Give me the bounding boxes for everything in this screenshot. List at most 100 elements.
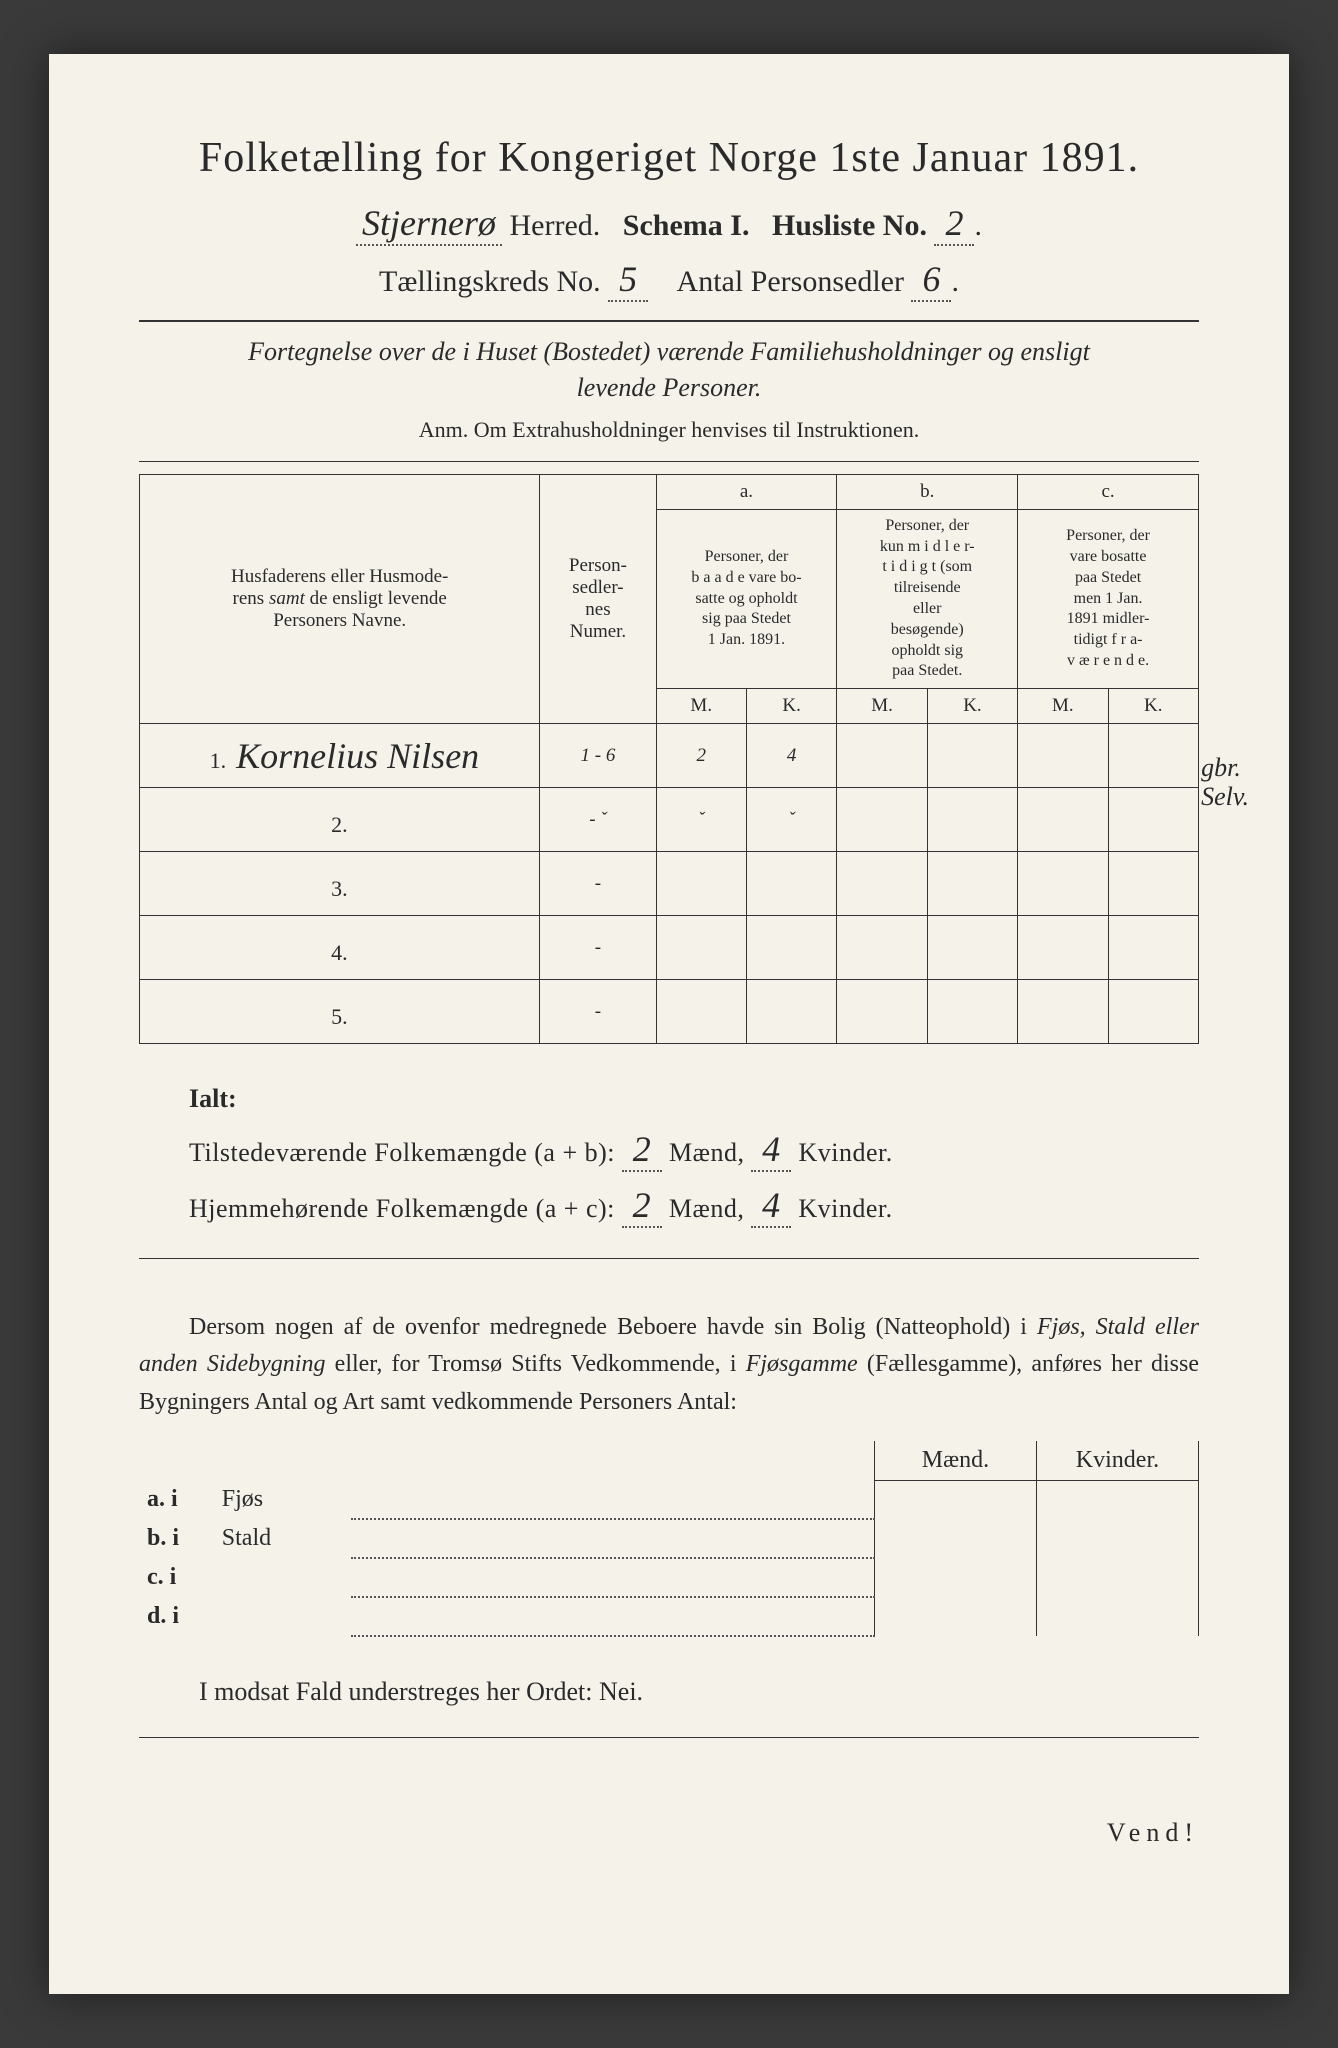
margin-note-2: Selv. — [1201, 782, 1249, 811]
side-row-kind — [214, 1597, 351, 1636]
divider-thin-3 — [139, 1737, 1199, 1738]
row-c-k — [1108, 724, 1198, 788]
divider-thin-2 — [139, 1258, 1199, 1259]
col-c-m: M. — [1018, 689, 1108, 724]
row-num-cell: - ˇ — [540, 788, 656, 852]
table-row: 4.- — [140, 916, 1199, 980]
row-name-cell: 3. — [140, 852, 540, 916]
census-form-page: Folketælling for Kongeriget Norge 1ste J… — [49, 54, 1289, 1994]
row-a-k — [746, 916, 836, 980]
side-row: c. i — [139, 1558, 1199, 1597]
col-header-b-top: b. — [837, 474, 1018, 509]
side-row-dots — [351, 1597, 875, 1636]
table-row: 3.- — [140, 852, 1199, 916]
kreds-value: 5 — [608, 258, 648, 302]
present-m: 2 — [622, 1128, 662, 1172]
col-header-name: Husfaderens eller Husmode-rens samt de e… — [140, 474, 540, 723]
col-header-a-top: a. — [656, 474, 837, 509]
husliste-label: Husliste No. — [772, 209, 927, 242]
side-row-kind — [214, 1558, 351, 1597]
side-row-k — [1036, 1519, 1198, 1558]
margin-note: gbr. Selv. — [1201, 754, 1249, 811]
side-row-lab: d. i — [139, 1597, 214, 1636]
row-name-cell: 5. — [140, 980, 540, 1044]
side-row-lab: b. i — [139, 1519, 214, 1558]
row-name-cell: 2. — [140, 788, 540, 852]
housing-paragraph: Dersom nogen af de ovenfor medregnede Be… — [139, 1309, 1199, 1421]
subtitle-line1: Fortegnelse over de i Huset (Bostedet) v… — [248, 337, 1090, 366]
row-a-m: 2 — [656, 724, 746, 788]
side-row-kind: Fjøs — [214, 1480, 351, 1519]
row-a-k: ˇ — [746, 788, 836, 852]
row-b-m — [837, 788, 927, 852]
kvinder-label-2: Kvinder. — [798, 1194, 892, 1223]
row-a-k — [746, 852, 836, 916]
side-buildings-table: Mænd. Kvinder. a. iFjøsb. iStaldc. id. i — [139, 1441, 1199, 1638]
row-a-m — [656, 916, 746, 980]
row-c-m — [1018, 852, 1108, 916]
subtitle: Fortegnelse over de i Huset (Bostedet) v… — [139, 334, 1199, 407]
kvinder-label-1: Kvinder. — [798, 1138, 892, 1167]
divider-thin — [139, 461, 1199, 462]
side-row-m — [874, 1519, 1036, 1558]
side-row-k — [1036, 1558, 1198, 1597]
side-row: a. iFjøs — [139, 1480, 1199, 1519]
resident-m: 2 — [622, 1184, 662, 1228]
row-b-k — [927, 724, 1017, 788]
col-header-a: Personer, derb a a d e vare bo-satte og … — [656, 509, 837, 688]
herred-value: Stjernerø — [356, 202, 502, 246]
row-c-k — [1108, 916, 1198, 980]
side-head-k: Kvinder. — [1036, 1441, 1198, 1481]
resident-line: Hjemmehørende Folkemængde (a + c): 2 Mæn… — [189, 1184, 1199, 1228]
col-a-m: M. — [656, 689, 746, 724]
present-line: Tilstedeværende Folkemængde (a + b): 2 M… — [189, 1128, 1199, 1172]
side-row-lab: c. i — [139, 1558, 214, 1597]
row-num-cell: - — [540, 916, 656, 980]
divider — [139, 320, 1199, 322]
row-name-cell: 4. — [140, 916, 540, 980]
margin-note-1: gbr. — [1201, 753, 1241, 782]
side-row-m — [874, 1480, 1036, 1519]
row-b-m — [837, 724, 927, 788]
maend-label-2: Mænd, — [669, 1194, 744, 1223]
table-row: 1.Kornelius Nilsen1 - 624 — [140, 724, 1199, 788]
vend-label: Vend! — [139, 1818, 1199, 1848]
row-a-k: 4 — [746, 724, 836, 788]
totals-block: Ialt: Tilstedeværende Folkemængde (a + b… — [139, 1084, 1199, 1228]
side-row-m — [874, 1597, 1036, 1636]
row-b-m — [837, 980, 927, 1044]
row-c-m — [1018, 788, 1108, 852]
row-b-k — [927, 916, 1017, 980]
row-c-k — [1108, 980, 1198, 1044]
col-a-k: K. — [746, 689, 836, 724]
side-row-kind: Stald — [214, 1519, 351, 1558]
row-b-k — [927, 980, 1017, 1044]
resident-k: 4 — [751, 1184, 791, 1228]
side-row-k — [1036, 1480, 1198, 1519]
subtitle-line2: levende Personer. — [577, 373, 762, 402]
present-k: 4 — [751, 1128, 791, 1172]
row-b-m — [837, 852, 927, 916]
maend-label-1: Mænd, — [669, 1138, 744, 1167]
col-header-c-top: c. — [1018, 474, 1199, 509]
row-num-cell: 1 - 6 — [540, 724, 656, 788]
kreds-label: Tællingskreds No. — [379, 265, 601, 298]
row-b-k — [927, 852, 1017, 916]
table-row: 5.- — [140, 980, 1199, 1044]
table-row: 2.- ˇˇˇ — [140, 788, 1199, 852]
row-a-m — [656, 852, 746, 916]
col-b-m: M. — [837, 689, 927, 724]
row-b-m — [837, 916, 927, 980]
resident-label: Hjemmehørende Folkemængde (a + c): — [189, 1194, 615, 1223]
col-header-number: Person-sedler-nesNumer. — [540, 474, 656, 723]
present-label: Tilstedeværende Folkemængde (a + b): — [189, 1138, 615, 1167]
row-c-m — [1018, 724, 1108, 788]
col-header-b: Personer, derkun m i d l e r-t i d i g t… — [837, 509, 1018, 688]
side-row: b. iStald — [139, 1519, 1199, 1558]
side-row-m — [874, 1558, 1036, 1597]
antal-value: 6 — [911, 258, 951, 302]
row-c-m — [1018, 980, 1108, 1044]
header-line-3: Tællingskreds No. 5 Antal Personsedler 6… — [139, 258, 1199, 302]
row-c-m — [1018, 916, 1108, 980]
annotation-note: Anm. Om Extrahusholdninger henvises til … — [139, 417, 1199, 443]
